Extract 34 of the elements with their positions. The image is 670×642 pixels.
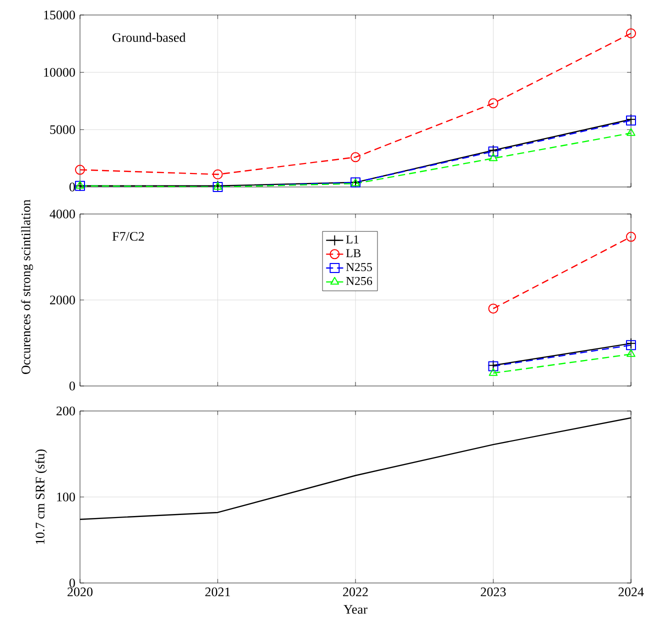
y-axis-title: 10.7 cm SRF (sfu) [35,450,48,544]
point [350,152,360,162]
y-tick-label: 0 [69,182,75,192]
y-tick-label: 200 [56,406,75,416]
x-tick-label: 2024 [618,588,644,596]
y-tick-label: 2000 [50,296,75,304]
point [488,304,498,314]
legend-label: N255 [346,263,372,272]
point [488,98,498,108]
y-tick-label: 100 [57,492,75,502]
y-tick-label: 0 [69,578,75,588]
x-axis-title: Year [344,605,368,614]
x-tick-label: 2022 [343,588,368,596]
x-tick-label: 2023 [480,588,506,596]
y-tick-label: 5000 [50,125,75,134]
point [75,164,86,175]
x-tick-label: 2021 [205,588,230,596]
point [626,28,636,38]
legend-label: N256 [346,276,372,286]
point [212,169,223,180]
y-tick-label: 4000 [50,210,75,218]
point [626,232,636,242]
legend-label: L1 [346,235,358,244]
point [488,153,498,162]
text: Ground-based [112,32,186,42]
y-tick-label: 10000 [44,68,75,77]
point [626,128,636,136]
y-axis-title: Occurences of strong scintillation [21,200,33,374]
x-tick-label: 2020 [68,588,93,596]
y-tick-label: 0 [69,382,75,390]
point [626,340,636,350]
legend-label: LB [346,249,361,258]
text: F7/C2 [112,232,144,241]
y-tick-label: 15000 [44,10,75,20]
